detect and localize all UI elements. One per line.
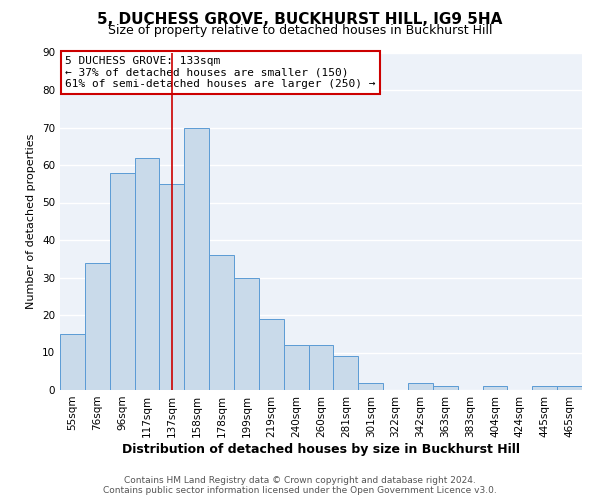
Bar	[60, 334, 85, 390]
Bar	[482, 386, 508, 390]
Bar	[557, 386, 582, 390]
Text: 5 DUCHESS GROVE: 133sqm
← 37% of detached houses are smaller (150)
61% of semi-d: 5 DUCHESS GROVE: 133sqm ← 37% of detache…	[65, 56, 376, 89]
Bar	[234, 278, 259, 390]
X-axis label: Distribution of detached houses by size in Buckhurst Hill: Distribution of detached houses by size …	[122, 442, 520, 456]
Bar	[408, 382, 433, 390]
Bar	[259, 319, 284, 390]
Bar	[110, 172, 134, 390]
Bar	[134, 158, 160, 390]
Bar	[85, 262, 110, 390]
Bar	[184, 128, 209, 390]
Text: Contains HM Land Registry data © Crown copyright and database right 2024.
Contai: Contains HM Land Registry data © Crown c…	[103, 476, 497, 495]
Bar	[160, 184, 184, 390]
Bar	[334, 356, 358, 390]
Bar	[308, 345, 334, 390]
Bar	[284, 345, 308, 390]
Bar	[433, 386, 458, 390]
Y-axis label: Number of detached properties: Number of detached properties	[26, 134, 37, 309]
Text: 5, DUCHESS GROVE, BUCKHURST HILL, IG9 5HA: 5, DUCHESS GROVE, BUCKHURST HILL, IG9 5H…	[97, 12, 503, 28]
Bar	[358, 382, 383, 390]
Bar	[532, 386, 557, 390]
Text: Size of property relative to detached houses in Buckhurst Hill: Size of property relative to detached ho…	[108, 24, 492, 37]
Bar	[209, 255, 234, 390]
